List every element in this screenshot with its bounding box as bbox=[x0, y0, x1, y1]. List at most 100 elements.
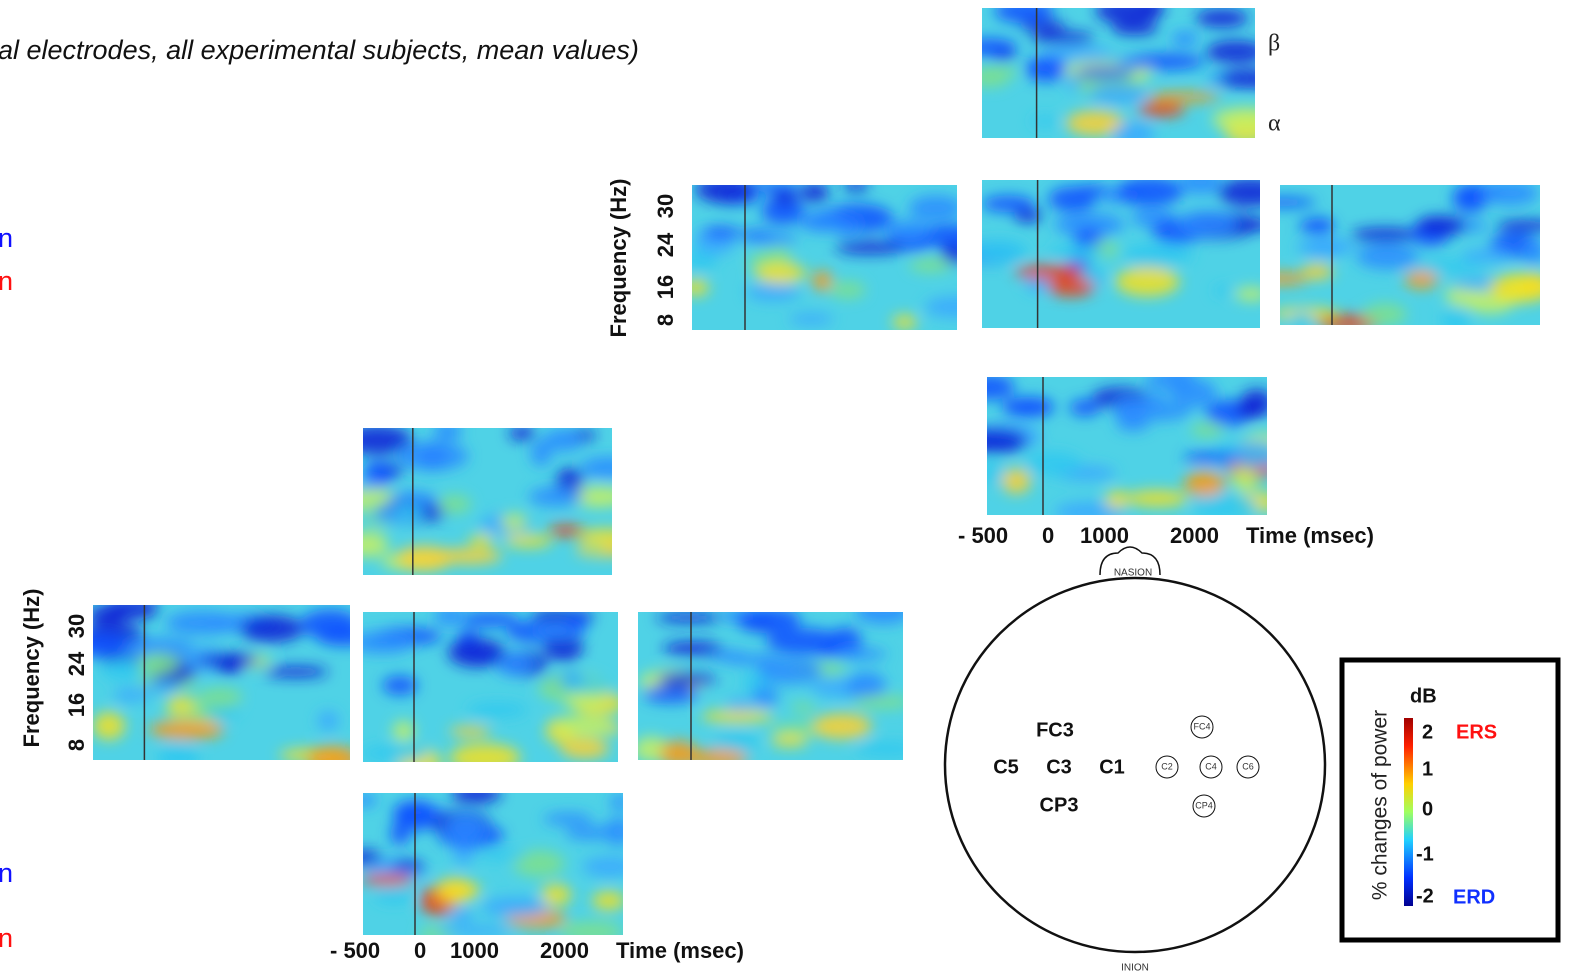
side-label: n bbox=[0, 266, 13, 296]
x-axis-label: Time (msec) bbox=[616, 938, 744, 963]
blob bbox=[791, 703, 816, 713]
blob bbox=[396, 442, 468, 471]
y-tick: 24 bbox=[64, 651, 89, 676]
blob bbox=[1195, 9, 1248, 27]
blob bbox=[560, 679, 613, 691]
y-tick: 16 bbox=[653, 275, 678, 299]
electrode-label: C6 bbox=[1242, 761, 1254, 771]
blob bbox=[812, 271, 832, 291]
blob bbox=[1138, 102, 1186, 117]
blob bbox=[660, 741, 698, 767]
x-tick: 1000 bbox=[450, 938, 499, 963]
y-axis-label: Frequency (Hz) bbox=[19, 589, 44, 748]
y-tick: 30 bbox=[653, 194, 678, 218]
legend-label: % changes of power bbox=[1369, 710, 1392, 900]
electrode-label: C2 bbox=[1161, 761, 1173, 771]
blob bbox=[703, 227, 741, 239]
blob bbox=[1253, 272, 1308, 284]
page: al electrodes, all experimental subjects… bbox=[0, 0, 1575, 980]
blob bbox=[563, 696, 606, 708]
spectrogram bbox=[65, 598, 373, 772]
blob bbox=[580, 456, 636, 478]
y-axis-label: Frequency (Hz) bbox=[606, 179, 631, 338]
blob bbox=[307, 746, 360, 771]
side-label: n bbox=[0, 223, 13, 253]
blob bbox=[350, 794, 377, 807]
blob bbox=[167, 697, 195, 714]
blob bbox=[481, 897, 548, 917]
blob bbox=[909, 195, 964, 221]
spectrogram bbox=[633, 599, 918, 767]
blob bbox=[1014, 265, 1087, 280]
blob bbox=[1025, 452, 1082, 477]
blob bbox=[1176, 210, 1238, 237]
blob bbox=[1404, 271, 1438, 288]
blob bbox=[815, 645, 839, 657]
blob bbox=[1113, 122, 1155, 147]
blob bbox=[1496, 220, 1558, 232]
blob bbox=[925, 296, 987, 317]
blob bbox=[451, 784, 502, 803]
blob bbox=[982, 196, 1035, 213]
blob bbox=[501, 513, 527, 530]
spectrogram-panels bbox=[65, 0, 1559, 942]
blob bbox=[886, 220, 932, 240]
blob bbox=[1080, 267, 1105, 280]
blob bbox=[982, 461, 1005, 484]
blob bbox=[656, 612, 723, 623]
blob bbox=[392, 860, 426, 871]
blob bbox=[855, 599, 912, 624]
blob bbox=[578, 529, 634, 544]
blob bbox=[531, 440, 552, 466]
blob bbox=[1252, 197, 1316, 207]
side-label: n bbox=[0, 858, 13, 888]
blob bbox=[1521, 240, 1548, 264]
blob bbox=[158, 743, 200, 772]
blob bbox=[657, 673, 716, 686]
electrode-label: C3 bbox=[1046, 756, 1072, 778]
blob bbox=[449, 726, 491, 736]
blob bbox=[114, 688, 149, 702]
legend-erd: ERD bbox=[1453, 886, 1495, 908]
legend-tick: 0 bbox=[1422, 798, 1433, 820]
blob bbox=[973, 67, 1020, 78]
blob bbox=[1236, 403, 1264, 419]
blob bbox=[565, 826, 614, 840]
blob bbox=[548, 525, 585, 536]
blob bbox=[1489, 273, 1556, 302]
blob bbox=[105, 598, 159, 620]
blob bbox=[746, 283, 800, 301]
blob bbox=[1179, 170, 1223, 194]
blob bbox=[437, 925, 512, 936]
blob bbox=[529, 487, 584, 507]
blob bbox=[1219, 69, 1285, 88]
electrode-label: CP3 bbox=[1040, 794, 1079, 816]
blob bbox=[1301, 264, 1333, 279]
blob bbox=[345, 532, 388, 558]
blob bbox=[1002, 397, 1055, 418]
blob bbox=[504, 535, 553, 548]
blob bbox=[442, 882, 481, 899]
blob bbox=[1416, 216, 1466, 236]
x-tick: - 500 bbox=[330, 938, 380, 963]
spectrogram bbox=[963, 0, 1285, 147]
figure-title: al electrodes, all experimental subjects… bbox=[0, 35, 639, 65]
side-label: n bbox=[0, 923, 13, 953]
blob bbox=[390, 823, 410, 845]
blob bbox=[214, 653, 245, 674]
electrode-label: C4 bbox=[1205, 761, 1217, 771]
blob bbox=[1233, 440, 1280, 468]
blob bbox=[855, 741, 919, 756]
blob bbox=[773, 192, 798, 205]
blob bbox=[144, 681, 180, 694]
blob bbox=[555, 718, 615, 737]
blob bbox=[445, 813, 485, 842]
blob bbox=[263, 666, 328, 678]
blob bbox=[843, 180, 869, 192]
blob bbox=[461, 612, 519, 627]
blob bbox=[198, 688, 243, 708]
blob bbox=[1193, 493, 1258, 518]
blob bbox=[1184, 471, 1225, 497]
blob bbox=[663, 641, 723, 655]
landmark-label: NASION bbox=[1114, 568, 1152, 579]
